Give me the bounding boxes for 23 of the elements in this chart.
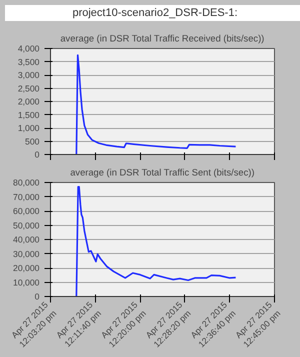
y-tick-label: 30,000 [13, 248, 40, 259]
line-series [76, 186, 237, 296]
y-tick-label: 3,500 [18, 56, 40, 67]
y-tick-label: 10,000 [13, 277, 40, 288]
y-tick-label: 70,000 [13, 192, 40, 202]
y-tick-label: 4,000 [18, 44, 40, 54]
y-tick-label: 2,500 [18, 83, 40, 94]
y-tick-label: 40,000 [13, 234, 40, 244]
y-tick-label: 500 [25, 136, 40, 146]
y-tick-label: 0 [34, 150, 40, 160]
y-tick-label: 2,000 [18, 96, 40, 106]
text: project10-scenario2_DSR-DES-1: [72, 6, 238, 21]
y-tick-label: 20,000 [13, 263, 40, 273]
y-tick-label: 1,500 [18, 110, 40, 120]
line-series [76, 54, 237, 154]
y-tick-label: 60,000 [13, 206, 40, 216]
y-tick-label: 50,000 [13, 220, 40, 230]
y-tick-label: 0 [34, 292, 40, 302]
y-tick-label: 80,000 [13, 178, 40, 188]
y-tick-label: 3,000 [18, 70, 40, 80]
chart-title: average (in DSR Total Traffic Sent (bits/sec)) [70, 168, 254, 178]
chart-title: average (in DSR Total Traffic Received (bits/sec)) [60, 34, 264, 44]
y-tick-label: 1,000 [18, 123, 40, 133]
